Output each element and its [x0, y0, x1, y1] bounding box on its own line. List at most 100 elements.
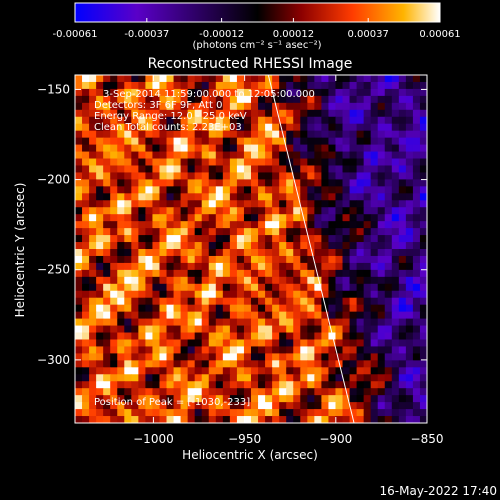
heatmap-cell — [187, 297, 196, 306]
heatmap-cell — [222, 123, 231, 132]
heatmap-cell — [124, 102, 132, 111]
heatmap-cell — [342, 339, 351, 347]
heatmap-cell — [265, 297, 273, 306]
heatmap-cell — [321, 221, 329, 229]
heatmap-cell — [419, 262, 427, 271]
heatmap-cell — [384, 346, 393, 354]
heatmap-cell — [124, 255, 132, 264]
heatmap-cell — [89, 339, 97, 347]
heatmap-cell — [243, 151, 252, 160]
heatmap-cell — [265, 207, 273, 215]
heatmap-cell — [314, 214, 322, 222]
heatmap-cell — [173, 214, 182, 222]
heatmap-cell — [342, 165, 351, 173]
heatmap-cell — [293, 374, 301, 382]
heatmap-cell — [166, 193, 175, 201]
heatmap-cell — [138, 228, 146, 236]
heatmap-cell — [363, 332, 372, 340]
heatmap-cell — [166, 360, 175, 368]
heatmap-cell — [384, 228, 393, 236]
heatmap-cell — [272, 228, 280, 236]
heatmap-cell — [173, 269, 182, 278]
heatmap-cell — [103, 276, 111, 285]
heatmap-cell — [117, 311, 125, 320]
heatmap-cell — [180, 318, 189, 327]
heatmap-cell — [82, 290, 90, 299]
heatmap-cell — [377, 242, 386, 250]
heatmap-cell — [243, 304, 252, 313]
heatmap-cell — [75, 367, 83, 375]
heatmap-cell — [82, 332, 90, 340]
heatmap-cell — [194, 325, 203, 334]
heatmap-cell — [391, 95, 400, 104]
heatmap-cell — [222, 214, 231, 222]
colorbar-tick-label: 0.00037 — [348, 29, 389, 40]
heatmap-cell — [208, 346, 217, 354]
heatmap-cell — [258, 297, 266, 306]
heatmap-cell — [349, 207, 358, 215]
heatmap-cell — [370, 304, 379, 313]
heatmap-cell — [314, 395, 322, 403]
heatmap-cell — [363, 102, 372, 111]
heatmap-cell — [180, 109, 189, 118]
heatmap-cell — [377, 290, 386, 299]
heatmap-cell — [201, 395, 210, 403]
heatmap-cell — [335, 158, 344, 166]
heatmap-cell — [335, 165, 344, 173]
heatmap-cell — [236, 179, 245, 187]
heatmap-cell — [356, 151, 365, 160]
heatmap-cell — [419, 235, 427, 243]
heatmap-cell — [265, 367, 273, 375]
heatmap-cell — [152, 144, 160, 153]
heatmap-cell — [145, 200, 153, 208]
heatmap-cell — [377, 374, 386, 382]
heatmap-cell — [398, 325, 407, 334]
heatmap-cell — [117, 137, 125, 146]
heatmap-cell — [117, 304, 125, 313]
heatmap-cell — [180, 165, 189, 173]
heatmap-cell — [419, 193, 427, 201]
heatmap-cell — [208, 262, 217, 271]
heatmap-cell — [370, 81, 379, 90]
heatmap-cell — [229, 165, 238, 173]
heatmap-cell — [335, 193, 344, 201]
heatmap-cell — [272, 88, 280, 97]
heatmap-cell — [265, 221, 273, 229]
heatmap-cell — [349, 137, 358, 146]
heatmap-cell — [215, 353, 224, 361]
heatmap-cell — [173, 360, 182, 368]
heatmap-cell — [307, 144, 315, 153]
heatmap-cell — [96, 200, 104, 208]
heatmap-cell — [215, 95, 224, 104]
heatmap-cell — [307, 304, 315, 313]
heatmap-cell — [124, 179, 132, 187]
heatmap-cell — [363, 207, 372, 215]
heatmap-cell — [89, 402, 97, 410]
heatmap-cell — [222, 228, 231, 236]
heatmap-cell — [412, 353, 421, 361]
heatmap-cell — [342, 353, 351, 361]
heatmap-cell — [279, 158, 287, 166]
heatmap-cell — [335, 130, 344, 139]
heatmap-cell — [187, 332, 196, 340]
heatmap-cell — [82, 416, 90, 423]
heatmap-cell — [328, 193, 336, 201]
heatmap-cell — [229, 151, 238, 160]
heatmap-cell — [251, 221, 259, 229]
heatmap-cell — [236, 123, 245, 132]
heatmap-cell — [335, 318, 344, 327]
heatmap-cell — [89, 304, 97, 313]
heatmap-cell — [412, 360, 421, 368]
heatmap-cell — [363, 255, 372, 264]
x-tick-label: −900 — [319, 432, 352, 446]
heatmap-cell — [75, 102, 83, 111]
heatmap-cell — [173, 290, 182, 299]
heatmap-cell — [96, 318, 104, 327]
heatmap-cell — [215, 388, 224, 396]
heatmap-cell — [419, 158, 427, 166]
heatmap-cell — [124, 311, 132, 320]
heatmap-cell — [286, 207, 294, 215]
heatmap-cell — [124, 123, 132, 132]
heatmap-cell — [180, 200, 189, 208]
heatmap-cell — [117, 374, 125, 382]
